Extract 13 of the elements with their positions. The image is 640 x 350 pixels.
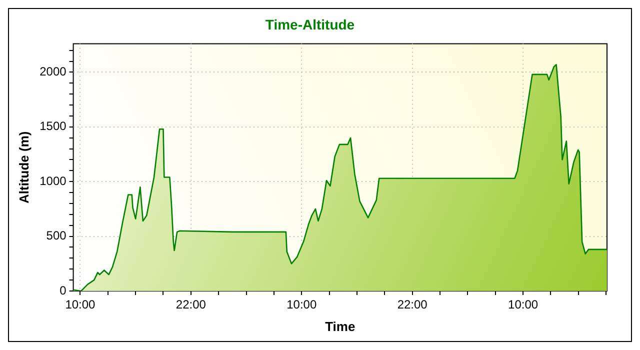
y-tick-label: 500	[46, 228, 67, 243]
y-tick-label: 2000	[40, 64, 67, 79]
x-tick-label: 10:00	[65, 298, 96, 312]
x-tick-label: 22:00	[397, 298, 428, 312]
y-tick-label: 1000	[40, 174, 67, 188]
x-tick-label: 22:00	[176, 298, 206, 312]
x-tick-label: 10:00	[286, 298, 317, 312]
chart-title: Time-Altitude	[265, 16, 355, 32]
y-tick-label: 0	[60, 283, 67, 298]
y-axis-title: Altitude (m)	[16, 131, 32, 204]
x-axis-title: Time	[325, 318, 356, 334]
y-tick-label: 1500	[40, 119, 67, 134]
x-tick-label: 10:00	[508, 298, 538, 312]
